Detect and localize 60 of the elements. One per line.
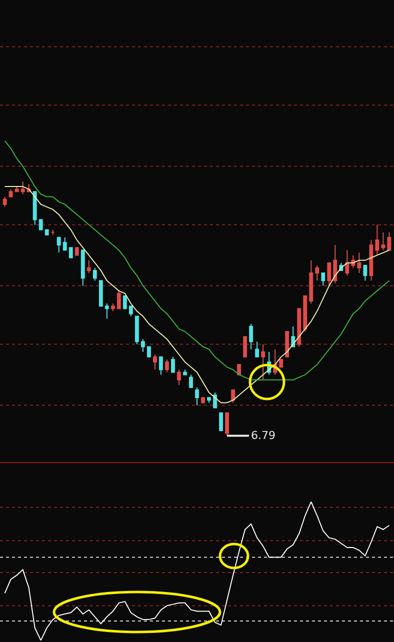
candlestick (122, 295, 127, 310)
candlestick (177, 369, 181, 386)
candlestick (357, 252, 362, 274)
candlestick (189, 374, 193, 388)
candlestick (195, 386, 199, 406)
candlestick (134, 316, 139, 345)
candlestick (152, 354, 157, 370)
candlestick (321, 272, 326, 286)
candlestick (387, 232, 392, 251)
candlestick (2, 196, 7, 208)
candlestick (369, 239, 374, 282)
candlestick (50, 229, 55, 236)
candlestick (381, 232, 386, 251)
candlestick (158, 356, 163, 376)
candlestick (92, 267, 97, 282)
candlestick (68, 247, 73, 258)
candlestick (243, 336, 248, 358)
candlestick (56, 236, 61, 254)
candlestick (98, 280, 103, 307)
candlestick (201, 397, 205, 404)
candlestick (315, 264, 320, 282)
candlestick (20, 180, 25, 195)
candlestick (297, 308, 302, 348)
annotation: 6.79 (251, 429, 276, 442)
candlestick (44, 229, 49, 236)
candlestick (32, 191, 37, 226)
candlestick (74, 247, 79, 256)
candlestick (165, 358, 169, 373)
candlestick (171, 356, 175, 373)
candlestick (237, 364, 242, 376)
candlestick (261, 344, 266, 380)
candlestick (363, 264, 368, 282)
candlestick (62, 236, 67, 251)
candlestick (183, 369, 187, 376)
candlestick (375, 224, 380, 256)
candlestick (146, 346, 151, 358)
candlestick (8, 188, 13, 198)
candlestick (333, 244, 338, 284)
candlestick (116, 290, 121, 310)
candlestick (14, 186, 19, 192)
candlestick (219, 412, 223, 432)
candlestick (128, 306, 133, 317)
candlestick (345, 250, 350, 276)
candlestick (110, 303, 115, 312)
candlestick (104, 303, 109, 320)
candlestick (255, 341, 260, 358)
candlestick (213, 392, 217, 408)
candlestick (86, 260, 91, 274)
candlestick (38, 219, 43, 230)
candlestick (249, 323, 254, 350)
candlestick (327, 262, 332, 286)
candlestick (309, 260, 314, 304)
candlestick (225, 412, 229, 436)
candlestick (285, 331, 290, 358)
candlestick (231, 389, 236, 404)
candlestick (140, 338, 145, 352)
candlestick (303, 295, 308, 332)
candlestick (279, 358, 284, 368)
candlestick (80, 250, 85, 286)
candlestick (207, 397, 211, 404)
